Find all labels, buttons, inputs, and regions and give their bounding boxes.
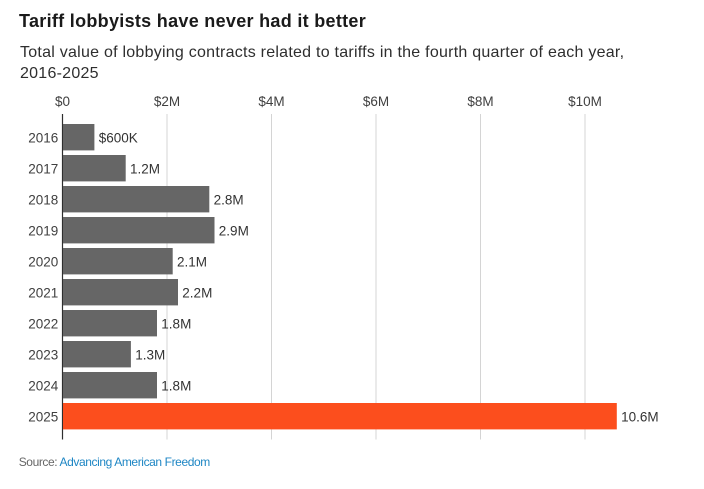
- svg-text:2.9M: 2.9M: [219, 223, 249, 238]
- svg-text:1.8M: 1.8M: [161, 316, 191, 331]
- svg-text:1.8M: 1.8M: [161, 378, 191, 393]
- svg-text:2017: 2017: [28, 161, 58, 176]
- svg-text:$600K: $600K: [99, 130, 138, 145]
- svg-text:$8M: $8M: [467, 94, 493, 109]
- svg-text:10.6M: 10.6M: [621, 409, 659, 424]
- svg-text:2.1M: 2.1M: [177, 254, 207, 269]
- svg-text:1.3M: 1.3M: [135, 347, 165, 362]
- svg-text:2019: 2019: [28, 223, 58, 238]
- svg-text:$6M: $6M: [363, 94, 389, 109]
- svg-text:$4M: $4M: [258, 94, 284, 109]
- svg-text:2025: 2025: [28, 409, 58, 424]
- svg-text:2018: 2018: [28, 192, 58, 207]
- svg-text:2016: 2016: [28, 130, 58, 145]
- svg-text:$2M: $2M: [154, 94, 180, 109]
- svg-text:1.2M: 1.2M: [130, 161, 160, 176]
- svg-text:2023: 2023: [28, 347, 58, 362]
- svg-text:2.2M: 2.2M: [182, 285, 212, 300]
- svg-text:2020: 2020: [28, 254, 58, 269]
- svg-text:2024: 2024: [28, 378, 59, 393]
- svg-text:$0: $0: [55, 94, 70, 109]
- svg-text:$10M: $10M: [568, 94, 602, 109]
- svg-text:2.8M: 2.8M: [214, 192, 244, 207]
- svg-text:2021: 2021: [28, 285, 58, 300]
- svg-text:2022: 2022: [28, 316, 58, 331]
